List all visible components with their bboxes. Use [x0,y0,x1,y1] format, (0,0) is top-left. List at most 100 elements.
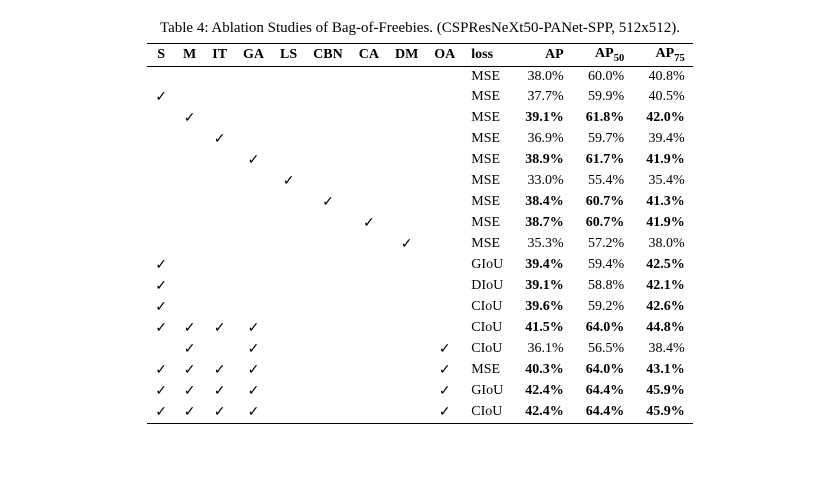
cell-metric: 41.5% [511,318,572,339]
cell-flag: ✓ [235,360,272,381]
col-m: M [175,44,204,67]
cell-flag: ✓ [235,150,272,171]
col-ap75: AP75 [632,44,693,67]
cell-flag [175,255,204,276]
cell-flag [175,297,204,318]
cell-flag [387,213,426,234]
cell-flag: ✓ [426,402,463,424]
cell-metric: 38.4% [632,339,693,360]
cell-metric: 59.7% [572,129,633,150]
cell-metric: 42.1% [632,276,693,297]
ablation-table: SMITGALSCBNCADMOAlossAPAP50AP75 MSE38.0%… [147,43,692,424]
cell-flag [305,87,351,108]
cell-metric: 39.4% [511,255,572,276]
cell-flag: ✓ [147,255,175,276]
cell-metric: 42.0% [632,108,693,129]
cell-flag [204,108,235,129]
cell-flag: ✓ [175,360,204,381]
cell-metric: 59.4% [572,255,633,276]
cell-loss: DIoU [463,276,511,297]
cell-flag [351,402,387,424]
cell-flag [387,255,426,276]
cell-flag [305,213,351,234]
cell-flag: ✓ [305,192,351,213]
cell-flag [204,87,235,108]
cell-flag [204,276,235,297]
cell-flag [235,108,272,129]
table-row: ✓MSE38.4%60.7%41.3% [147,192,692,213]
cell-metric: 37.7% [511,87,572,108]
cell-flag [204,234,235,255]
cell-flag [235,192,272,213]
cell-flag [204,192,235,213]
cell-flag [272,297,305,318]
cell-flag [426,87,463,108]
cell-metric: 59.9% [572,87,633,108]
cell-flag [387,108,426,129]
cell-flag [305,402,351,424]
cell-flag [204,171,235,192]
cell-flag [351,255,387,276]
cell-flag [305,129,351,150]
cell-metric: 40.5% [632,87,693,108]
cell-metric: 56.5% [572,339,633,360]
cell-flag [175,234,204,255]
cell-flag: ✓ [204,381,235,402]
cell-flag [426,276,463,297]
cell-flag [426,66,463,87]
cell-flag [305,255,351,276]
cell-flag [204,150,235,171]
cell-metric: 45.9% [632,381,693,402]
cell-metric: 58.8% [572,276,633,297]
cell-metric: 42.6% [632,297,693,318]
cell-metric: 40.3% [511,360,572,381]
cell-flag [204,297,235,318]
cell-flag [305,234,351,255]
cell-flag: ✓ [426,360,463,381]
cell-flag: ✓ [175,402,204,424]
cell-metric: 43.1% [632,360,693,381]
cell-flag [204,339,235,360]
cell-loss: MSE [463,66,511,87]
cell-flag [175,66,204,87]
cell-flag [272,402,305,424]
cell-metric: 64.4% [572,381,633,402]
cell-flag [387,276,426,297]
cell-metric: 61.7% [572,150,633,171]
cell-loss: CIoU [463,339,511,360]
cell-flag: ✓ [175,381,204,402]
cell-flag [305,66,351,87]
cell-flag [426,318,463,339]
cell-flag [426,297,463,318]
cell-flag [387,318,426,339]
cell-flag [351,276,387,297]
table-row: ✓MSE33.0%55.4%35.4% [147,171,692,192]
cell-flag: ✓ [147,381,175,402]
cell-loss: CIoU [463,297,511,318]
cell-flag [147,192,175,213]
cell-metric: 64.4% [572,402,633,424]
cell-flag [305,171,351,192]
cell-flag [351,192,387,213]
cell-flag [351,108,387,129]
table-row: ✓✓✓✓CIoU41.5%64.0%44.8% [147,318,692,339]
cell-flag [351,87,387,108]
col-ca: CA [351,44,387,67]
cell-flag [426,192,463,213]
cell-flag [235,276,272,297]
table-row: ✓MSE39.1%61.8%42.0% [147,108,692,129]
cell-flag: ✓ [147,87,175,108]
table-row: ✓✓✓✓✓GIoU42.4%64.4%45.9% [147,381,692,402]
cell-metric: 39.1% [511,108,572,129]
table-head: SMITGALSCBNCADMOAlossAPAP50AP75 [147,44,692,67]
cell-flag [147,66,175,87]
cell-flag [175,192,204,213]
cell-metric: 38.4% [511,192,572,213]
cell-flag [235,213,272,234]
cell-flag: ✓ [235,339,272,360]
cell-flag [387,192,426,213]
cell-flag [147,339,175,360]
cell-flag [147,150,175,171]
col-dm: DM [387,44,426,67]
cell-flag [305,297,351,318]
